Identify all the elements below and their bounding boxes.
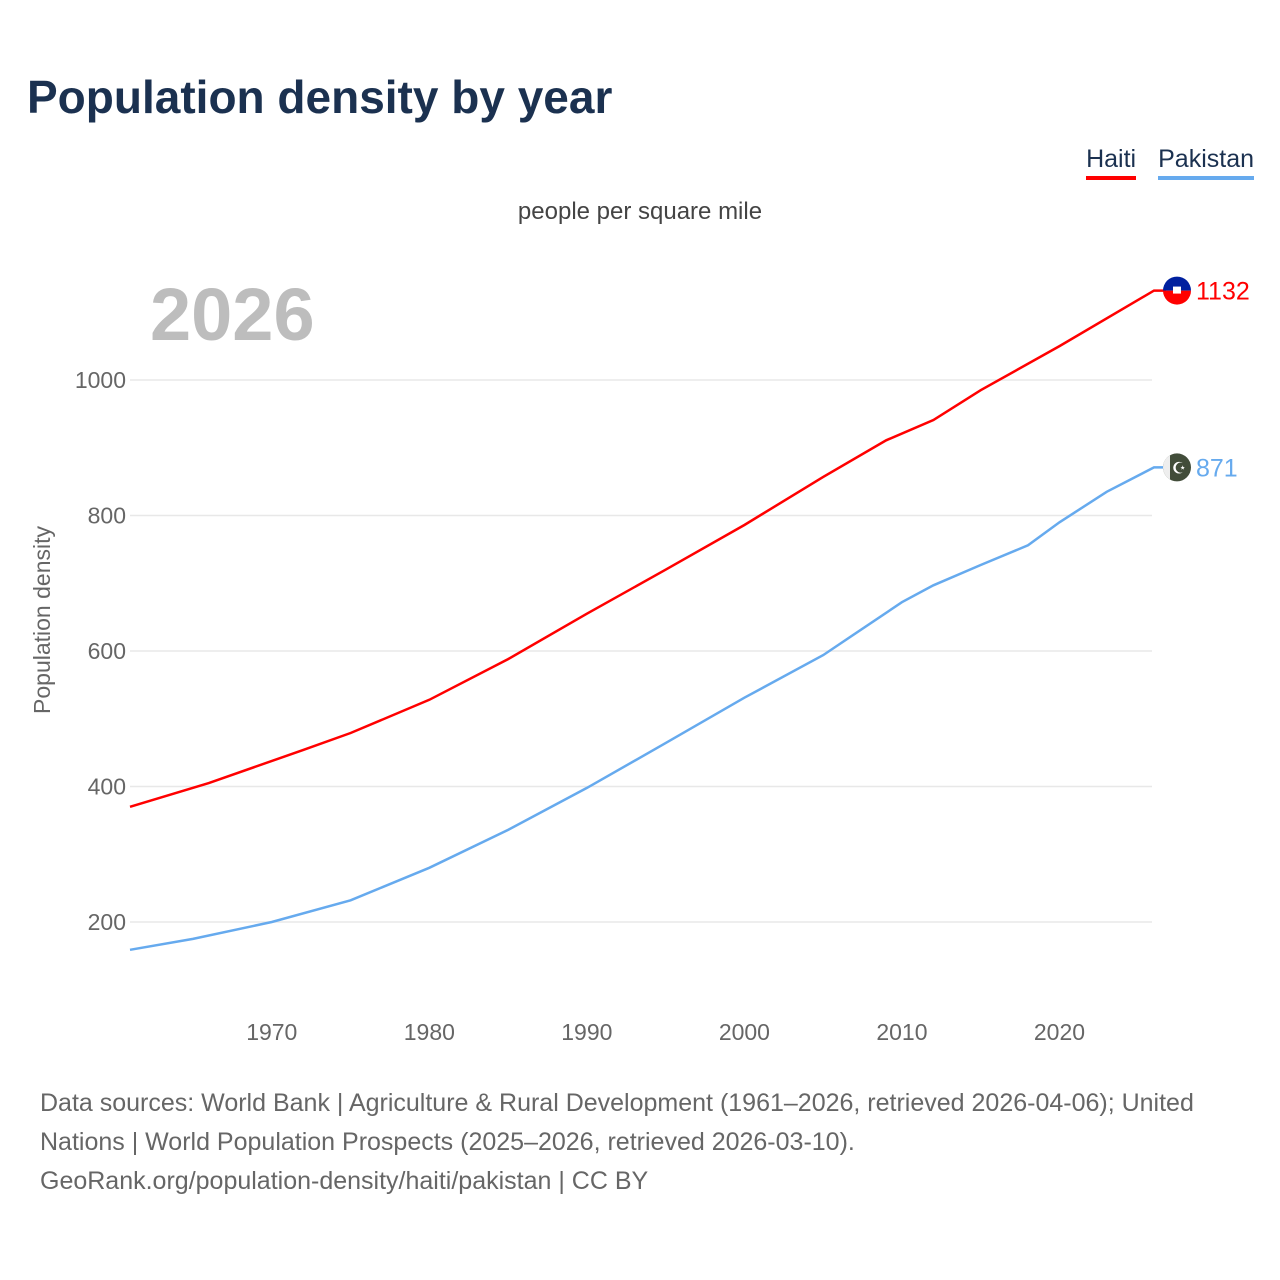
end-value-label: 871 (1196, 454, 1238, 482)
y-tick-label: 200 (88, 909, 126, 935)
end-value-label: 1132 (1196, 278, 1250, 306)
haiti-flag-icon (1163, 290, 1191, 305)
legend: Haiti Pakistan (1086, 145, 1254, 180)
chart-subtitle: people per square mile (517, 198, 763, 225)
series-line-pakistan (129, 466, 1166, 952)
series-line-haiti (129, 289, 1166, 808)
data-sources: Data sources: World Bank | Agriculture &… (40, 1089, 1194, 1156)
pakistan-flag-icon: ☪ (1172, 460, 1186, 477)
y-tick-label: 800 (88, 503, 126, 529)
x-tick-label: 2000 (719, 1019, 770, 1045)
source-link[interactable]: GeoRank.org/population-density/haiti/pak… (40, 1167, 649, 1195)
legend-pakistan[interactable]: Pakistan (1158, 145, 1254, 180)
y-tick-label: 600 (88, 638, 126, 664)
y-tick-label: 400 (88, 774, 126, 800)
page-title: Population density by year (27, 71, 613, 123)
legend-haiti[interactable]: Haiti (1086, 145, 1137, 180)
x-tick-label: 1990 (561, 1019, 612, 1045)
y-tick-label: 1000 (75, 367, 126, 393)
x-tick-label: 1980 (404, 1019, 455, 1045)
x-tick-label: 1970 (246, 1019, 297, 1045)
pakistan-flag-icon (1163, 455, 1170, 480)
year-label: 2026 (150, 273, 315, 356)
y-axis-label: Population density (29, 526, 55, 714)
x-tick-label: 2020 (1034, 1019, 1085, 1045)
footer: Data sources: World Bank | Agriculture &… (40, 1084, 1250, 1201)
haiti-flag-icon (1163, 276, 1191, 291)
x-tick-label: 2010 (876, 1019, 927, 1045)
haiti-flag-icon (1173, 286, 1181, 294)
